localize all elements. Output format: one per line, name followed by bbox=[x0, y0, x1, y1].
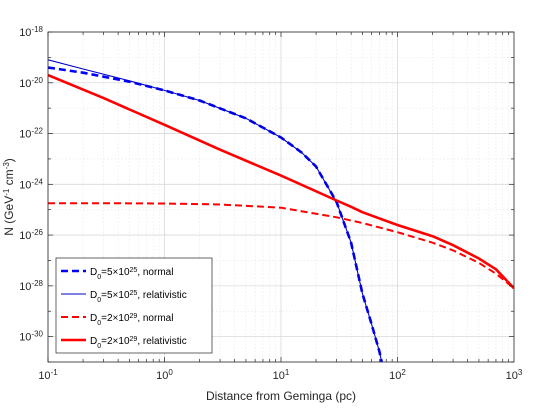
legend-label-1: D0=5×1025, normal bbox=[90, 267, 173, 281]
x-tick-label: 101 bbox=[273, 368, 290, 383]
y-tick-label: 10-18 bbox=[19, 25, 43, 40]
y-tick-label: 10-28 bbox=[19, 278, 43, 293]
axis-titles: Distance from Geminga (pc) N (GeV-1 cm-3… bbox=[2, 158, 357, 403]
x-tick-label: 100 bbox=[156, 368, 173, 383]
x-axis-label: Distance from Geminga (pc) bbox=[206, 389, 356, 403]
x-tick-label: 102 bbox=[389, 368, 406, 383]
y-axis-label: N (GeV-1 cm-3) bbox=[2, 158, 17, 236]
tick-labels: 10-1 100 101 102 103 10-30 10-28 10-26 10-24 10-2… bbox=[19, 25, 523, 383]
legend-label-4: D0=2×1029, relativistic bbox=[90, 336, 187, 350]
series-line-2 bbox=[48, 59, 383, 362]
series-line-4 bbox=[48, 73, 514, 290]
y-tick-label: 10-22 bbox=[19, 126, 43, 141]
legend: D0=5×1025, normal D0=5×1025, relativistic… bbox=[55, 257, 213, 354]
y-tick-label: 10-26 bbox=[19, 228, 43, 243]
y-tick-label: 10-30 bbox=[19, 329, 43, 344]
y-tick-label: 10-24 bbox=[19, 177, 43, 192]
legend-label-2: D0=5×1025, relativistic bbox=[90, 290, 187, 304]
x-tick-label: 103 bbox=[506, 368, 523, 383]
y-tick-label: 10-20 bbox=[19, 75, 43, 90]
axes bbox=[47, 31, 515, 363]
legend-label-3: D0=2×1029, normal bbox=[90, 313, 173, 327]
series-line-3 bbox=[48, 202, 514, 290]
x-tick-label: 10-1 bbox=[38, 368, 58, 383]
series-group bbox=[48, 59, 514, 362]
legend-box bbox=[55, 257, 213, 354]
